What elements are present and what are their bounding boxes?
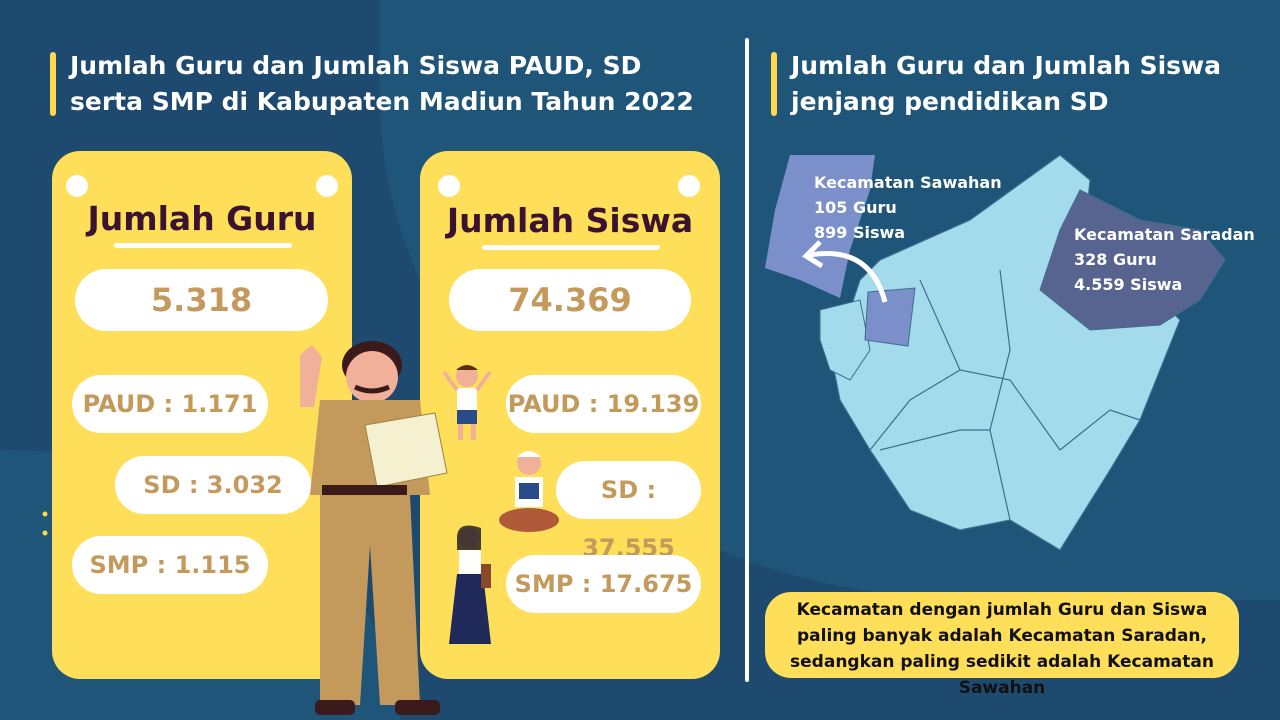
divider (745, 38, 749, 682)
guru-smp: SMP : 1.115 (72, 536, 268, 594)
teacher-illustration (300, 341, 448, 715)
dot (42, 530, 48, 536)
title-underline (482, 245, 660, 250)
sawahan-guru: 105 Guru (814, 198, 897, 217)
left-title: Jumlah Guru dan Jumlah Siswa PAUD, SD se… (50, 48, 710, 120)
guru-title: Jumlah Guru (87, 199, 317, 238)
sawahan-siswa: 899 Siswa (814, 223, 906, 242)
guru-card: Jumlah Guru 5.318 PAUD : 1.171 SD : 3.03… (52, 151, 352, 679)
guru-total: 5.318 (75, 269, 328, 331)
arrow-head-icon (802, 240, 824, 269)
card-hole (438, 175, 460, 197)
saradan-siswa: 4.559 Siswa (1074, 275, 1183, 294)
map-region-saradan (1039, 189, 1226, 331)
title-underline (114, 243, 292, 248)
saradan-label: Kecamatan Saradan 328 Guru 4.559 Siswa (1074, 222, 1255, 297)
card-hole (66, 175, 88, 197)
saradan-guru: 328 Guru (1074, 250, 1157, 269)
student-boy-illustration (442, 365, 492, 440)
siswa-title: Jumlah Siswa (446, 201, 694, 240)
sawahan-label: Kecamatan Sawahan 105 Guru 899 Siswa (814, 170, 1002, 245)
guru-paud: PAUD : 1.171 (72, 375, 268, 433)
siswa-smp: SMP : 17.675 (506, 555, 701, 613)
siswa-total: 74.369 (449, 269, 691, 331)
dot (42, 511, 48, 517)
map-region-sawahan (765, 155, 875, 298)
guru-sd: SD : 3.032 (115, 456, 311, 514)
arrow-icon (809, 251, 888, 303)
student-reading-illustration (499, 451, 559, 532)
card-hole (316, 175, 338, 197)
map-region-sawahan-south (864, 287, 916, 347)
siswa-paud: PAUD : 19.139 (506, 375, 701, 433)
sawahan-name: Kecamatan Sawahan (814, 173, 1002, 192)
madiun-map (765, 154, 1226, 551)
conclusion-note: Kecamatan dengan jumlah Guru dan Siswa p… (765, 592, 1239, 698)
map-region-west (819, 299, 871, 381)
student-girl-illustration (449, 525, 491, 644)
right-title: Jumlah Guru dan Jumlah Siswa jenjang pen… (771, 48, 1231, 120)
card-hole (678, 175, 700, 197)
saradan-name: Kecamatan Saradan (1074, 225, 1255, 244)
siswa-sd: SD : 37.555 (556, 461, 701, 562)
